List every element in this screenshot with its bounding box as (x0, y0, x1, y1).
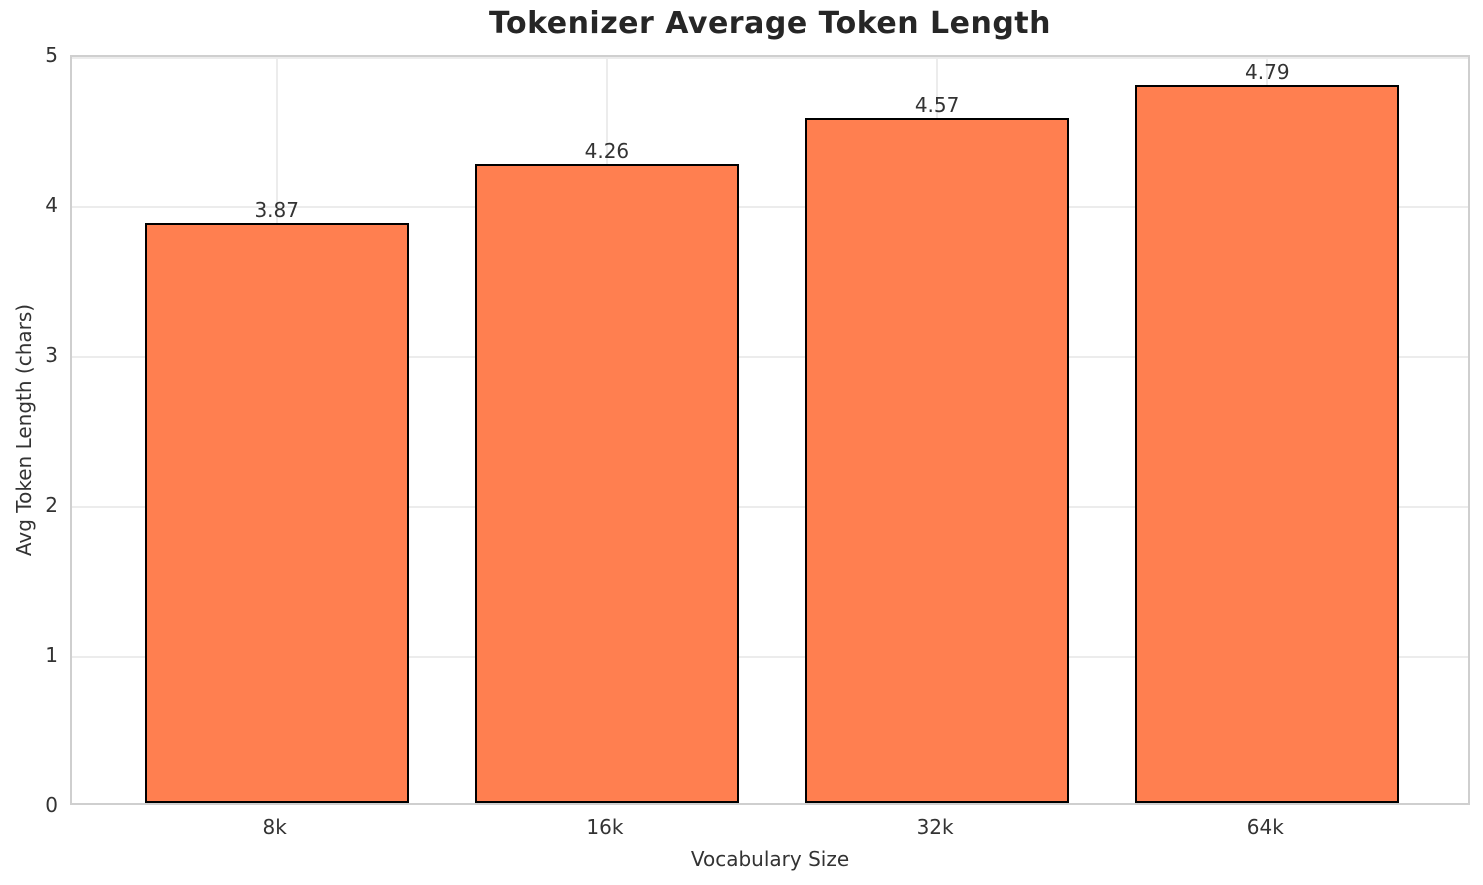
y-tick-label: 3 (45, 343, 58, 367)
bar-8k (144, 222, 409, 803)
h-gridline (72, 206, 1468, 208)
y-tick-label: 1 (45, 643, 58, 667)
bar-64k (1135, 84, 1400, 803)
h-gridline (72, 656, 1468, 658)
bar-value-label: 4.57 (914, 92, 960, 117)
bar-value-label: 4.79 (1245, 59, 1290, 84)
y-tick-label: 2 (45, 493, 58, 517)
h-gridline (72, 356, 1468, 358)
x-tick-label: 8k (262, 815, 287, 839)
bar-32k (805, 117, 1070, 803)
x-tick-label: 64k (1246, 815, 1284, 839)
x-tick-label: 32k (916, 815, 954, 839)
plot-area: 3.87 4.26 4.57 4.79 (70, 55, 1470, 805)
h-gridline (72, 506, 1468, 508)
y-axis-label: Avg Token Length (chars) (12, 303, 36, 557)
y-tick-label: 0 (45, 793, 58, 817)
bar-16k (474, 164, 739, 803)
y-tick-label: 4 (45, 193, 58, 217)
h-gridline (72, 57, 1468, 59)
x-tick-label: 16k (586, 815, 624, 839)
bar-value-label: 3.87 (254, 197, 299, 222)
x-axis-label: Vocabulary Size (690, 847, 850, 871)
y-tick-label: 5 (45, 43, 58, 67)
bar-value-label: 4.26 (584, 139, 630, 163)
chart-title: Tokenizer Average Token Length (488, 6, 1051, 41)
